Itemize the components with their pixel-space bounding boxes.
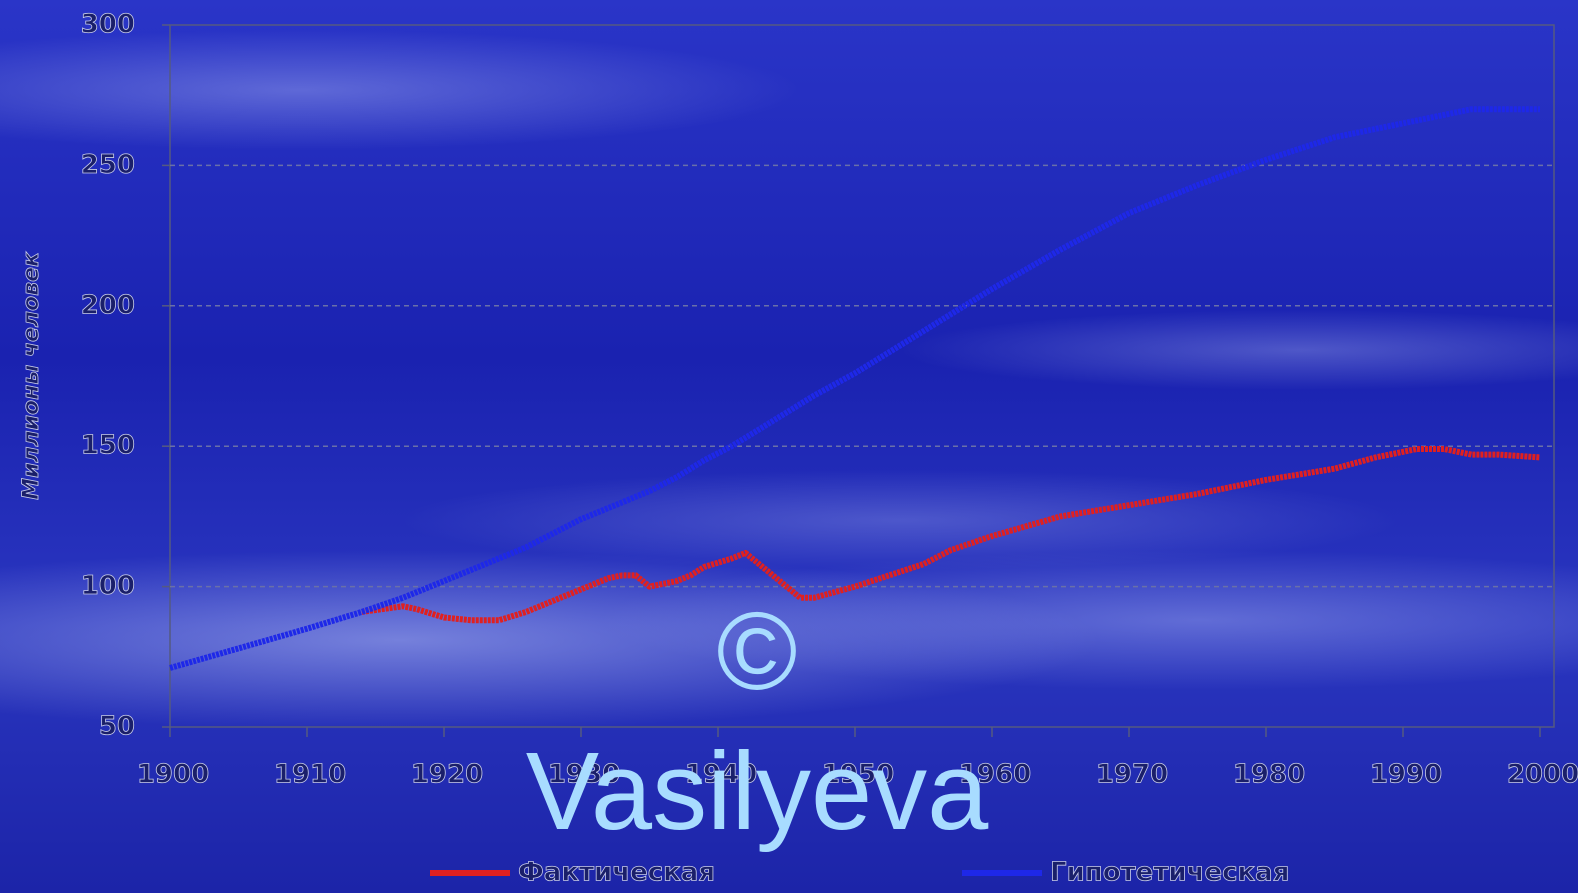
annotation: © — [716, 590, 797, 713]
y-tick-label: 150 — [81, 431, 135, 461]
x-tick-label: 1970 — [1096, 760, 1168, 790]
legend-label: Фактическая — [518, 858, 715, 888]
y-tick-label: 250 — [81, 150, 135, 180]
x-tick-label: 2000 — [1507, 760, 1578, 790]
legend-label: Гипотетическая — [1050, 858, 1289, 888]
y-tick-label: 50 — [99, 712, 135, 742]
series-line — [169, 106, 1540, 671]
y-tick-label: 100 — [81, 571, 135, 601]
series-line — [361, 446, 1541, 624]
x-tick-label: 1990 — [1370, 760, 1442, 790]
plot-frame — [169, 24, 1555, 728]
x-tick-label: 1930 — [548, 760, 620, 790]
y-axis-label: Миллионы человек — [19, 251, 44, 500]
x-tick-label: 1950 — [822, 760, 894, 790]
x-tick-label: 1940 — [685, 760, 757, 790]
x-tick-label: 1980 — [1233, 760, 1305, 790]
annotation: Vasilyeva — [526, 730, 989, 853]
x-tick-label: 1900 — [137, 760, 209, 790]
x-tick-label: 1910 — [274, 760, 346, 790]
y-tick-label: 300 — [81, 10, 135, 40]
x-tick-label: 1920 — [411, 760, 483, 790]
y-tick-label: 200 — [81, 290, 135, 320]
x-tick-label: 1960 — [959, 760, 1031, 790]
